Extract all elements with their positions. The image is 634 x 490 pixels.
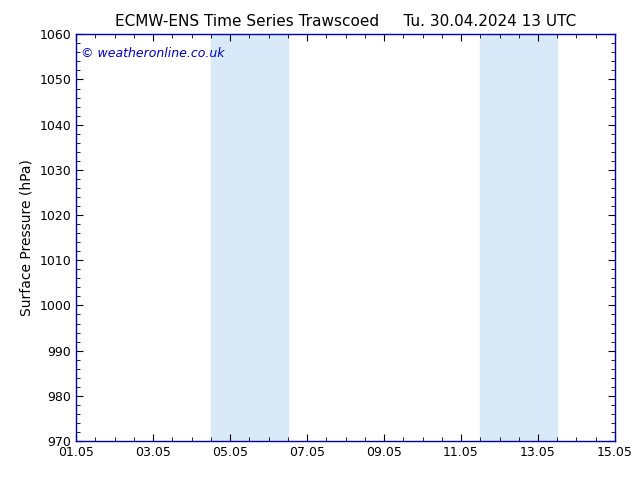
Text: © weatheronline.co.uk: © weatheronline.co.uk [81, 47, 225, 59]
Bar [480, 34, 557, 441]
Bar [210, 34, 288, 441]
Y-axis label: Surface Pressure (hPa): Surface Pressure (hPa) [20, 159, 34, 316]
Title: ECMW-ENS Time Series Trawscoed     Tu. 30.04.2024 13 UTC: ECMW-ENS Time Series Trawscoed Tu. 30.04… [115, 14, 576, 29]
